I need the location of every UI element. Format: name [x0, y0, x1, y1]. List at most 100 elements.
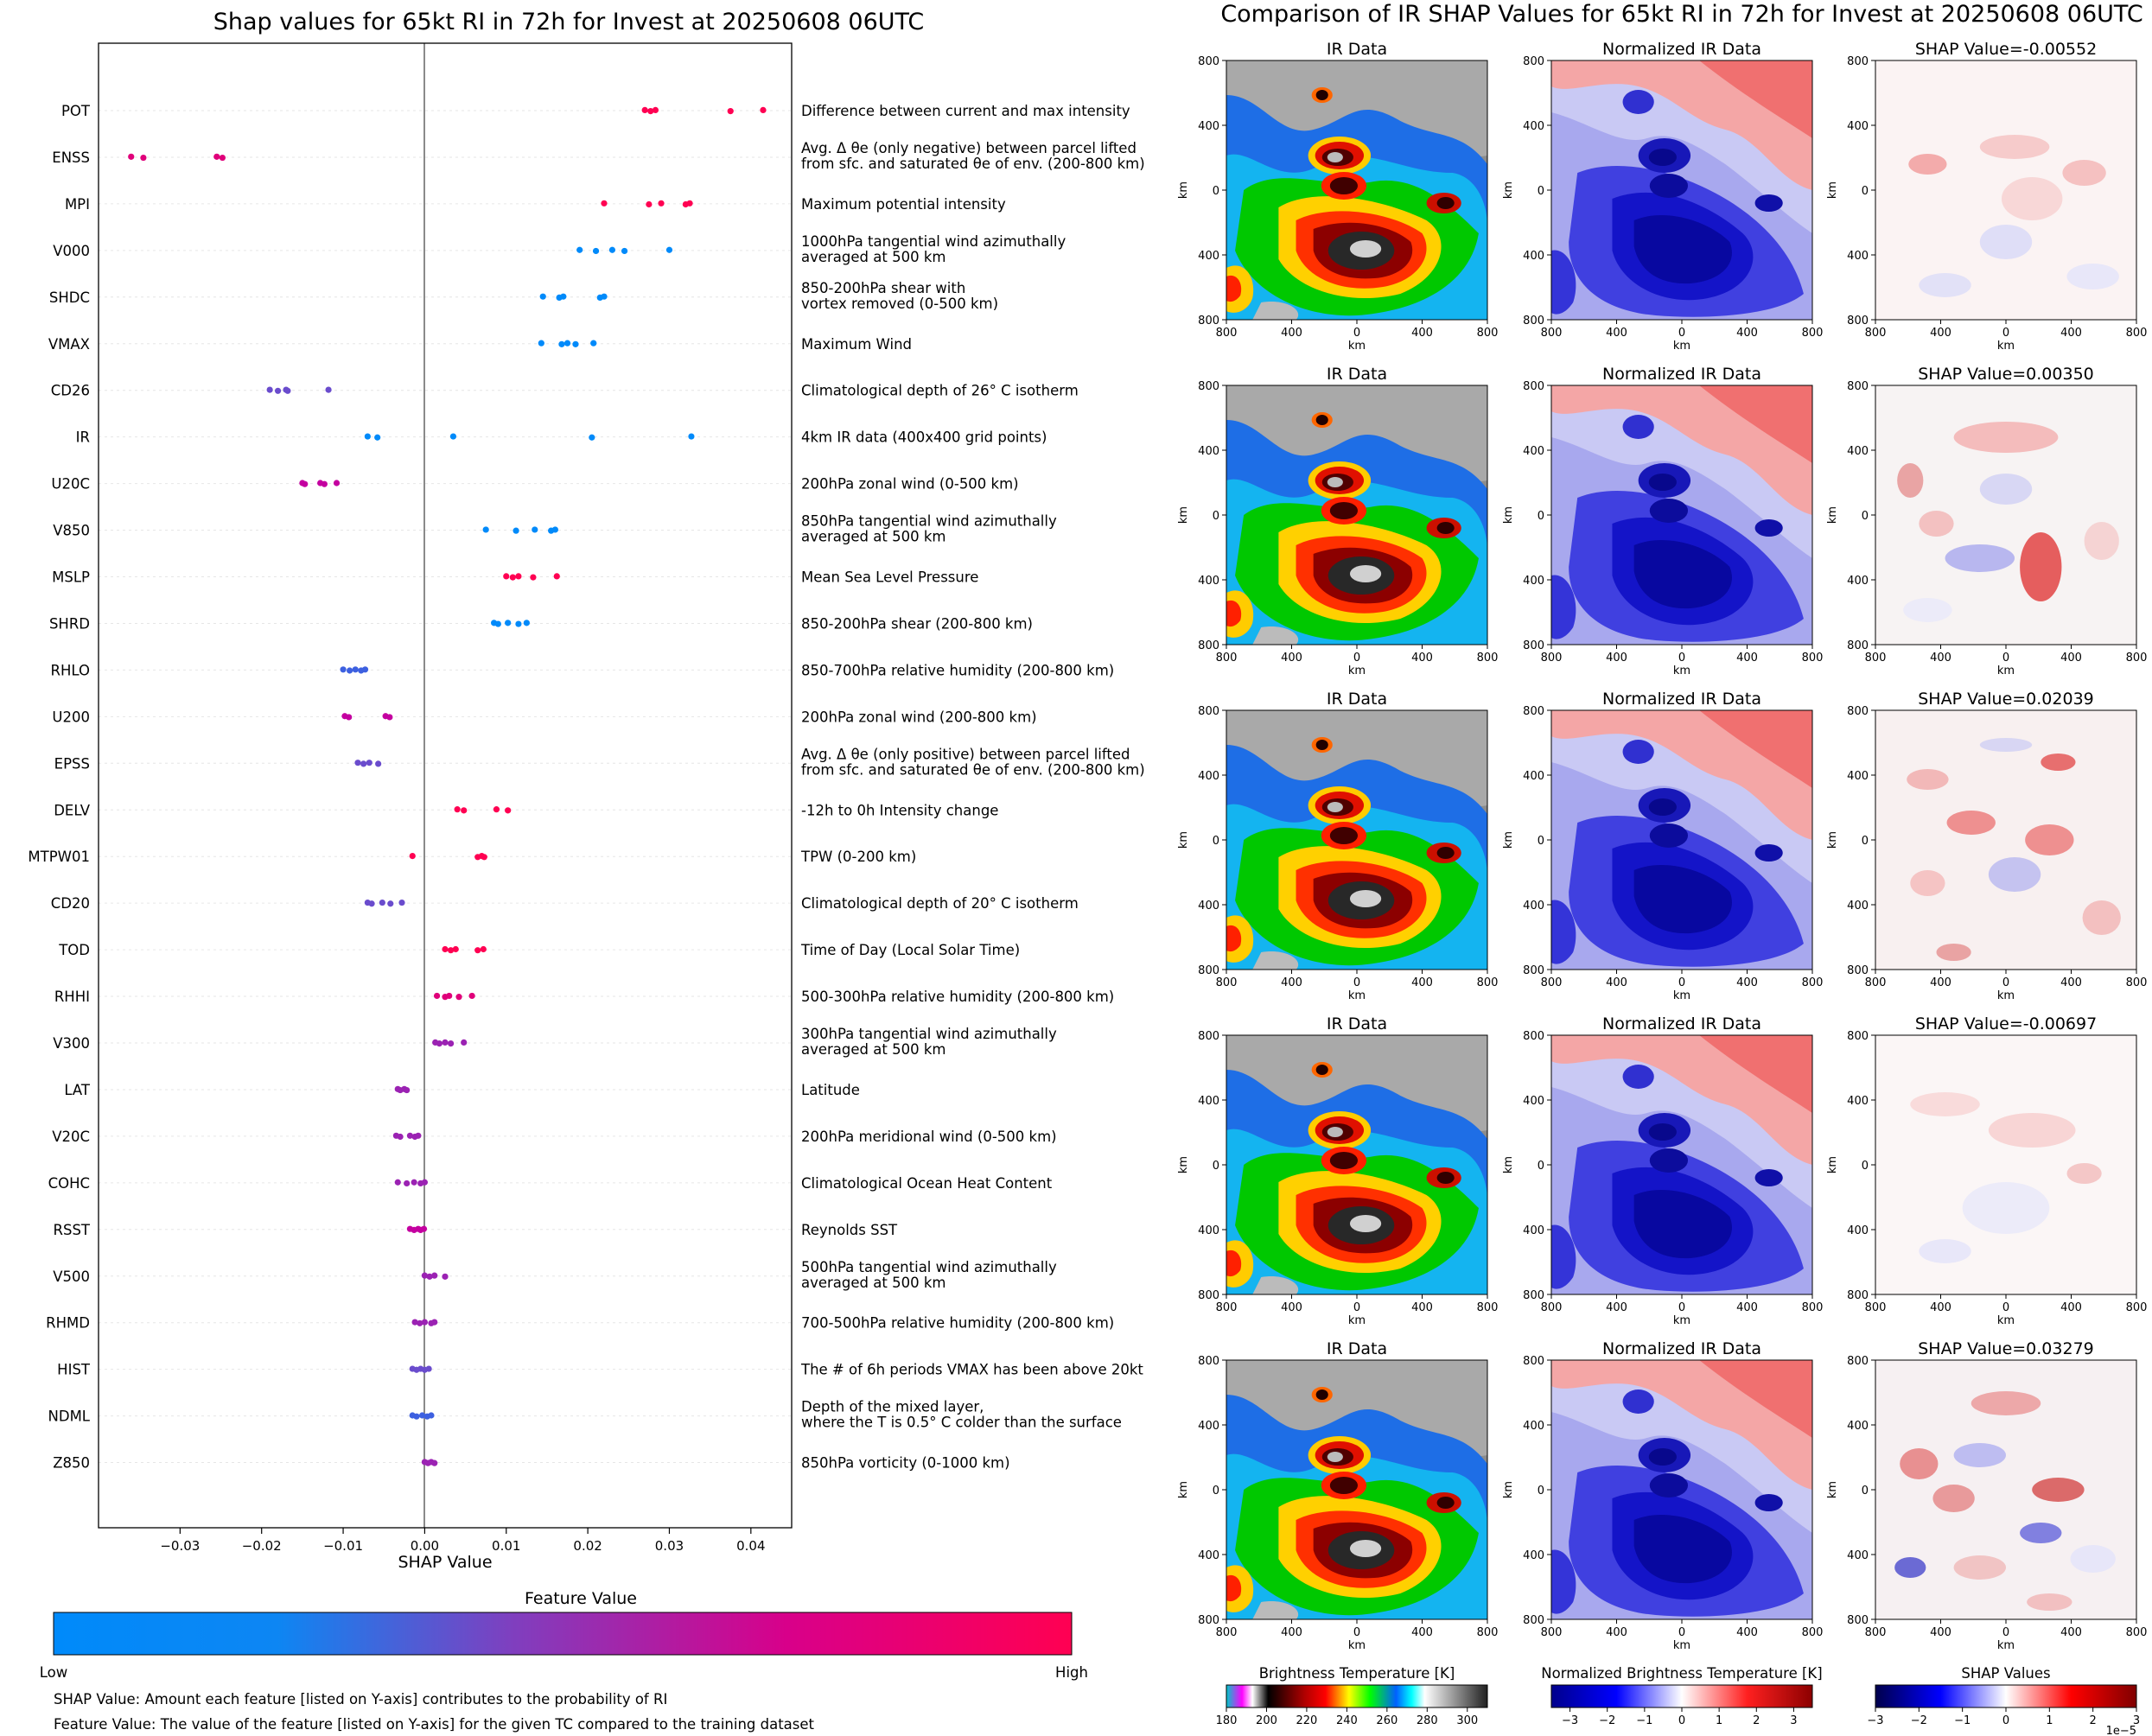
panel-x-tick-label: 800 — [1541, 652, 1563, 665]
panel-x-tick-label: 800 — [1216, 1301, 1238, 1314]
feature-label: V500 — [53, 1269, 90, 1285]
feature-description: Time of Day (Local Solar Time) — [800, 942, 1020, 958]
colorbar-tick-label: 3 — [2133, 1714, 2140, 1727]
shap-point — [515, 620, 522, 627]
panel-y-tick-label: 0 — [1538, 1160, 1544, 1173]
colorbar-tick-label: −2 — [1911, 1714, 1927, 1727]
panel-x-tick-label: 800 — [1865, 976, 1887, 989]
panel-y-tick-label: 400 — [1198, 250, 1219, 263]
shap-point — [321, 480, 328, 487]
shap-point — [505, 807, 512, 814]
panel-y-tick-label: 800 — [1847, 1355, 1869, 1368]
panel-title: SHAP Value=0.02039 — [1918, 690, 2094, 709]
shap-point — [333, 480, 341, 486]
panel-x-tick-label: 400 — [1736, 1626, 1758, 1639]
colorbar-tick-label: 180 — [1216, 1714, 1238, 1727]
bt-colorbar-label: Brightness Temperature [K] — [1259, 1665, 1455, 1682]
panel-x-tick-label: 400 — [2060, 327, 2082, 340]
panel-y-tick-label: 0 — [1213, 185, 1219, 198]
shap-point — [494, 620, 501, 627]
panel-x-label: km — [1673, 989, 1690, 1002]
shap-point — [420, 1225, 428, 1232]
shap-point — [404, 1180, 411, 1187]
panel-x-tick-label: 800 — [1216, 1626, 1238, 1639]
panel-y-tick-label: 0 — [1538, 835, 1544, 848]
panel-x-tick-label: 800 — [1216, 652, 1238, 665]
panel-y-tick-label: 800 — [1198, 1355, 1219, 1368]
panel-title: Normalized IR Data — [1602, 690, 1761, 709]
shap-point — [480, 945, 487, 953]
colorbar-tick-label: −2 — [1599, 1714, 1615, 1727]
panel-x-tick-label: 400 — [1736, 1301, 1758, 1314]
panel-y-tick-label: 400 — [1847, 120, 1869, 133]
feature-description: Depth of the mixed layer, — [801, 1399, 984, 1415]
panel-y-tick-label: 400 — [1198, 1549, 1219, 1562]
shap-point — [364, 433, 371, 440]
feature-label: RHMD — [46, 1315, 90, 1332]
panel-y-tick-label: 800 — [1198, 55, 1219, 68]
panel-title: Normalized IR Data — [1602, 1339, 1761, 1358]
feature-description: 700-500hPa relative humidity (200-800 km… — [801, 1315, 1114, 1332]
x-tick-label: 0.00 — [411, 1538, 439, 1554]
panel-x-label: km — [1348, 1314, 1366, 1327]
note-feature-value: Feature Value: The value of the feature … — [54, 1716, 815, 1733]
panel-y-label: km — [1826, 1156, 1839, 1173]
shap-point — [647, 108, 654, 115]
colorbar-tick-label: 1 — [2046, 1714, 2053, 1727]
panel-y-tick-label: 0 — [1213, 510, 1219, 523]
shap-point — [482, 526, 489, 533]
panel-y-tick-label: 0 — [1213, 1160, 1219, 1173]
shap-point — [505, 620, 512, 626]
panel-y-tick-label: 800 — [1198, 1030, 1219, 1043]
shap-point — [539, 293, 546, 300]
panel-image — [1551, 710, 1812, 970]
shap-point — [426, 1273, 433, 1280]
feature-description: 1000hPa tangential wind azimuthally — [801, 233, 1066, 250]
shap-point — [665, 246, 673, 253]
shap-point — [641, 106, 648, 113]
colorbar-tick-label: 0 — [2002, 1714, 2009, 1727]
panel-y-tick-label: 400 — [1523, 120, 1544, 133]
feature-description: 850-200hPa shear (200-800 km) — [801, 615, 1033, 632]
panel-y-tick-label: 400 — [1198, 1095, 1219, 1108]
panel-x-tick-label: 400 — [1411, 652, 1433, 665]
panel-y-tick-label: 400 — [1198, 1420, 1219, 1433]
feature-description: The # of 6h periods VMAX has been above … — [800, 1362, 1143, 1378]
panel-x-label: km — [1997, 1314, 2015, 1327]
shap-point — [576, 246, 583, 253]
colorbar-tick-label: 280 — [1417, 1714, 1438, 1727]
shap-point — [474, 947, 481, 954]
x-tick-label: −0.02 — [242, 1538, 282, 1554]
panel-image — [1226, 1360, 1487, 1619]
shap-point — [560, 293, 567, 300]
panel-title: SHAP Value=-0.00697 — [1915, 1014, 2097, 1033]
panel-x-tick-label: 800 — [2126, 976, 2148, 989]
shap-point — [688, 433, 695, 440]
panel-x-label: km — [1673, 665, 1690, 677]
panel-x-label: km — [1348, 989, 1366, 1002]
shap-point — [436, 1040, 442, 1047]
colorbar-tick-label: −1 — [1954, 1714, 1971, 1727]
shap-point — [608, 246, 616, 253]
shap-point — [553, 573, 560, 580]
panel-y-tick-label: 0 — [1538, 1485, 1544, 1498]
ir-data-panel: IR Data 800 400 0 400 800 km 800 400 0 400 800 km — [1177, 690, 1498, 1002]
feature-label: POT — [61, 103, 91, 119]
panel-x-tick-label: 800 — [1865, 652, 1887, 665]
panel-y-tick-label: 800 — [1523, 380, 1544, 393]
panel-title: IR Data — [1327, 1339, 1387, 1358]
shap-point — [530, 574, 537, 581]
feature-description: Reynolds SST — [801, 1222, 898, 1238]
panel-y-tick-label: 0 — [1538, 510, 1544, 523]
feature-value-colorbar — [53, 1612, 1073, 1656]
colorbar-tick-label: −3 — [1867, 1714, 1883, 1727]
ir-data-panel: IR Data 800 400 0 400 800 km 800 400 0 400 800 km — [1177, 1339, 1498, 1652]
panel-x-tick-label: 400 — [1930, 1626, 1951, 1639]
panel-title: SHAP Value=0.03279 — [1918, 1339, 2094, 1358]
shap-point — [128, 153, 135, 160]
ir-data-panel: IR Data 800 400 0 400 800 km 800 400 0 400 800 km — [1177, 1014, 1498, 1327]
panel-y-tick-label: 400 — [1198, 120, 1219, 133]
panel-x-tick-label: 0 — [1353, 652, 1360, 665]
feature-description: Climatological depth of 26° C isotherm — [801, 383, 1079, 399]
shap-point — [442, 945, 449, 953]
